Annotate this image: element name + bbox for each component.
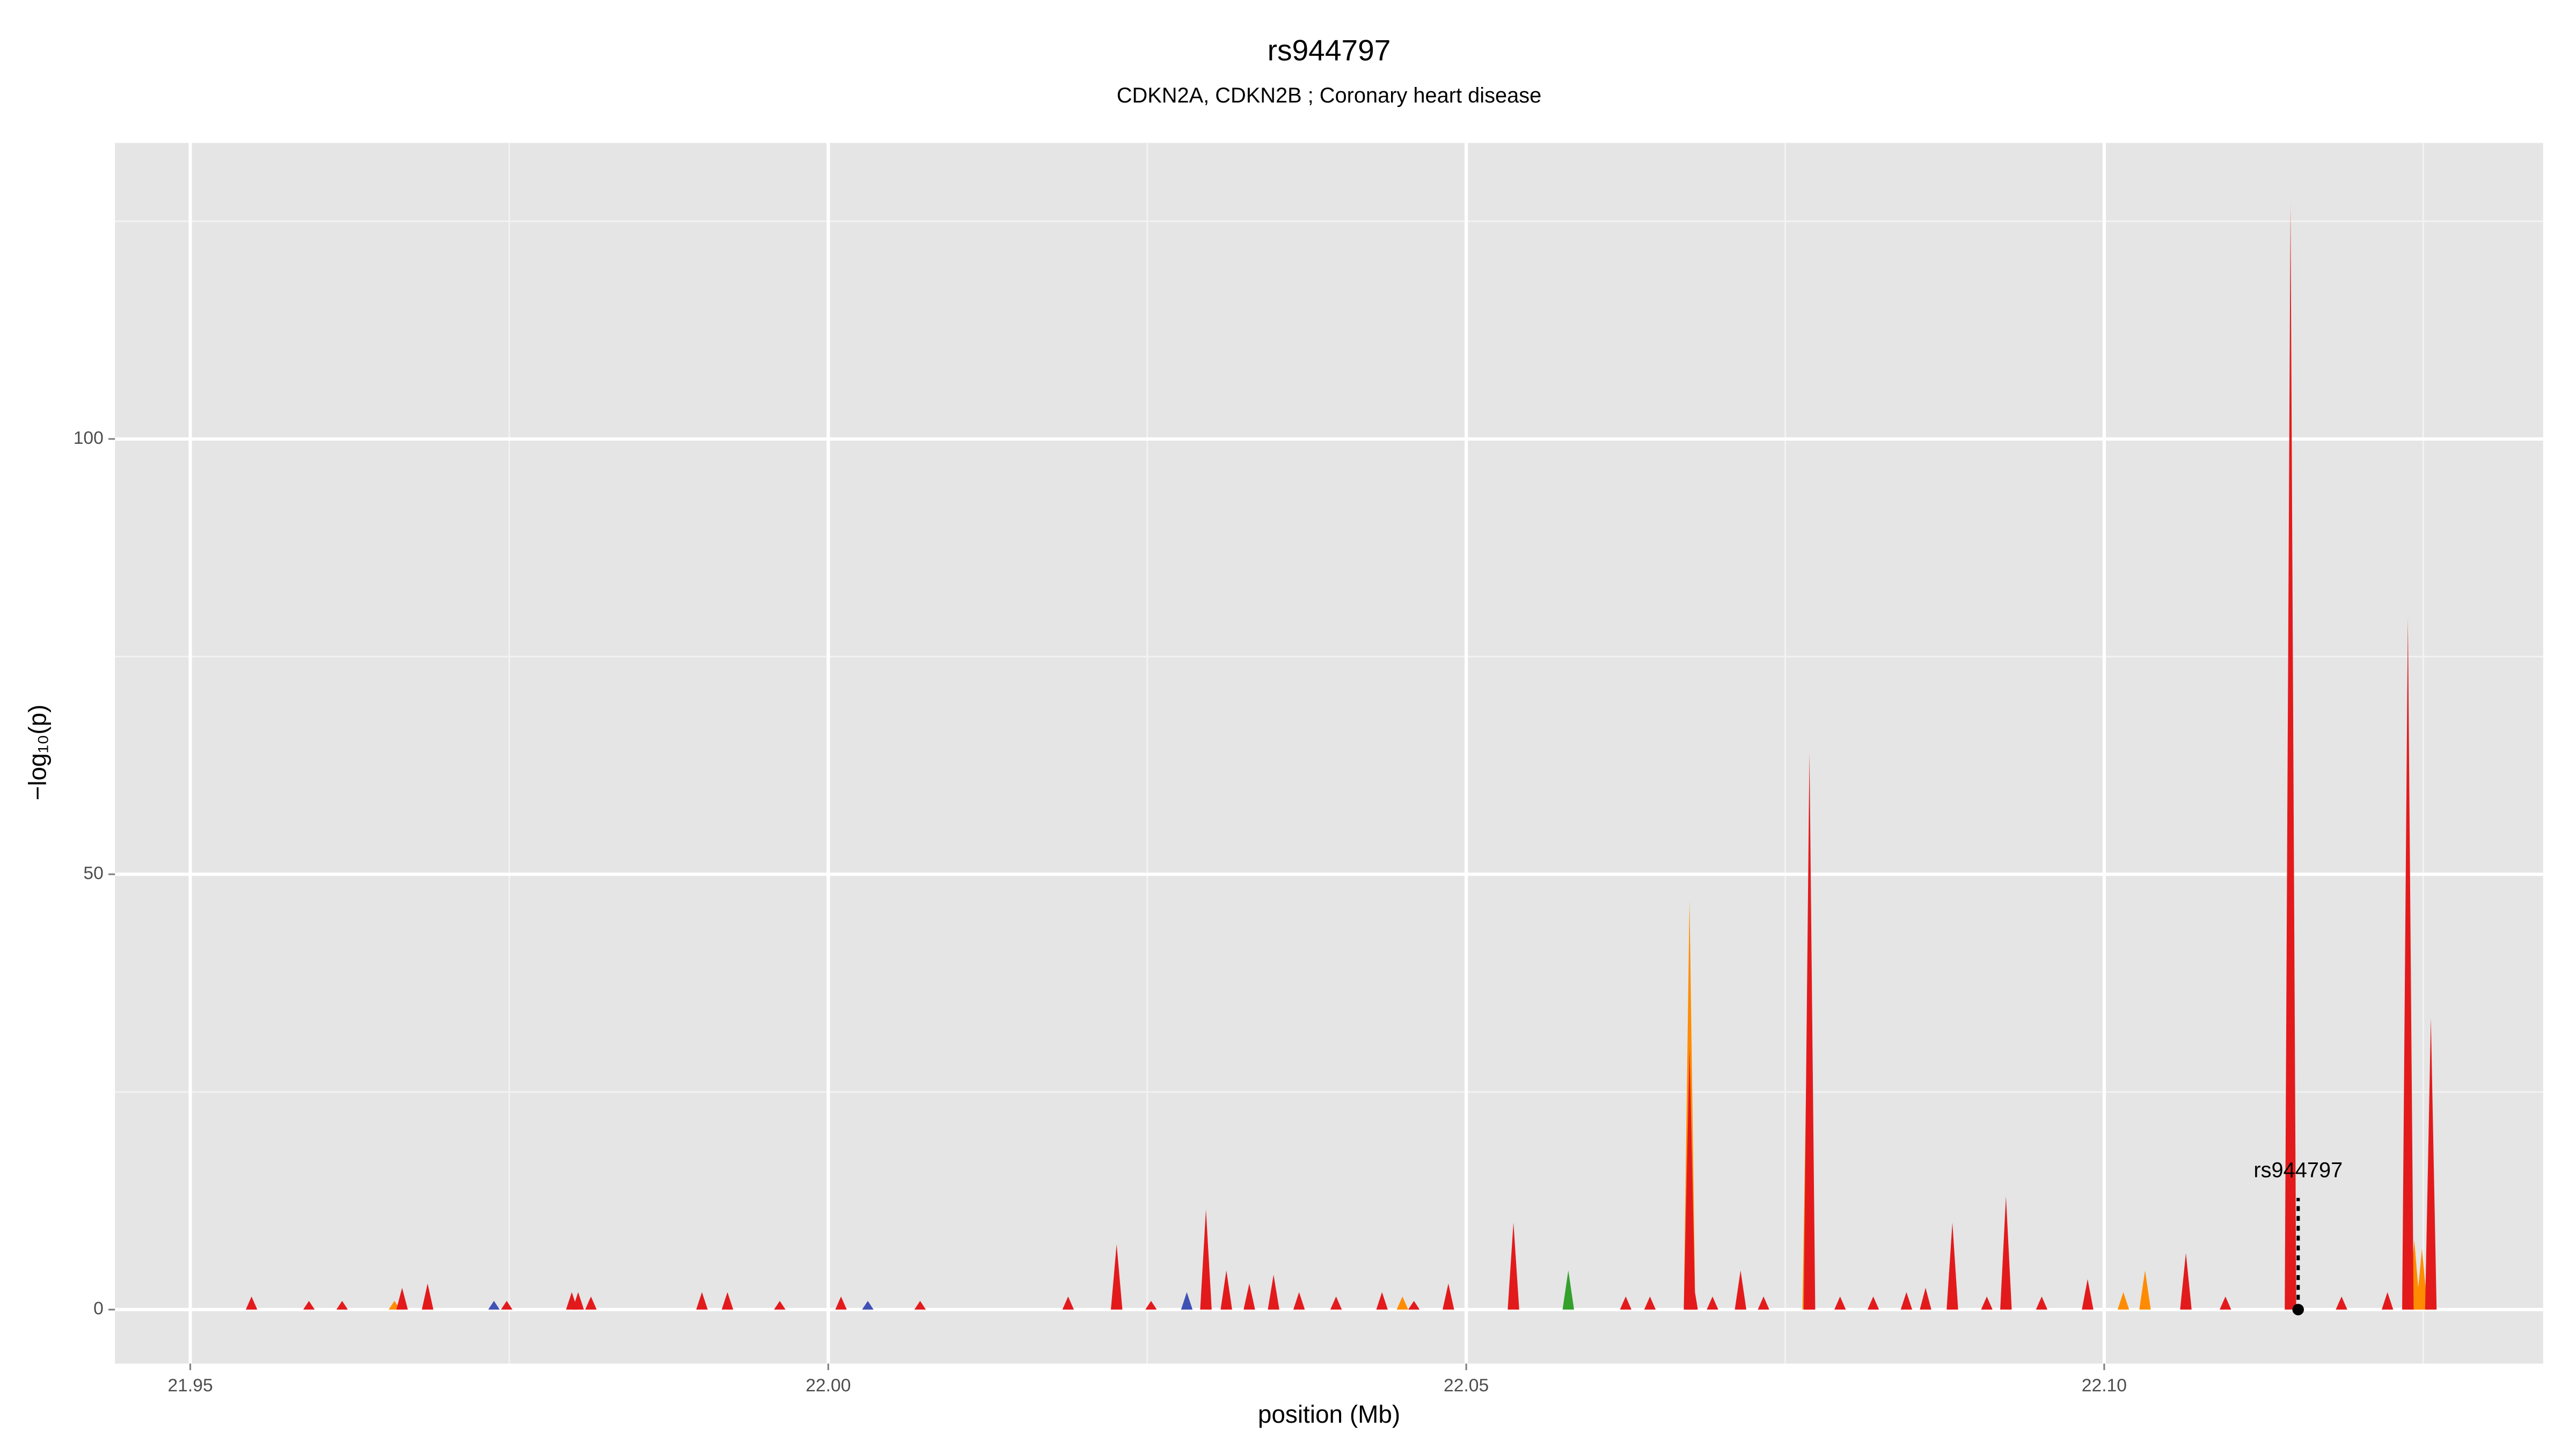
peak: [336, 1301, 348, 1310]
peak: [1145, 1301, 1157, 1310]
peak: [1330, 1296, 1342, 1310]
peak: [1834, 1296, 1846, 1310]
peak: [2220, 1296, 2231, 1310]
peak: [1268, 1275, 1279, 1310]
peak: [774, 1301, 786, 1310]
peak: [862, 1301, 874, 1310]
x-tick-label: 22.05: [1444, 1376, 1489, 1396]
peak: [2285, 203, 2296, 1310]
peak: [1443, 1283, 1454, 1310]
peak: [1062, 1296, 1074, 1310]
y-tick-label: 0: [93, 1299, 104, 1319]
peak: [2036, 1296, 2048, 1310]
peak: [1243, 1283, 1255, 1310]
peak: [2416, 1248, 2428, 1310]
annotation-point: [2292, 1304, 2304, 1315]
peak: [2139, 1270, 2151, 1310]
x-axis-label: position (Mb): [1258, 1400, 1400, 1428]
peak: [1562, 1270, 1575, 1310]
peak: [1408, 1301, 1420, 1310]
peak: [721, 1292, 734, 1310]
peak: [1293, 1292, 1305, 1310]
peak: [303, 1301, 315, 1310]
peak: [1707, 1296, 1718, 1310]
peak: [488, 1301, 500, 1310]
peak: [2000, 1196, 2012, 1310]
peak: [2117, 1292, 2129, 1310]
y-axis-label: −log₁₀(p): [24, 705, 52, 801]
peak: [1920, 1287, 1931, 1310]
peak: [1735, 1270, 1747, 1310]
y-tick-label: 100: [74, 428, 104, 448]
peak: [1981, 1296, 1993, 1310]
peak: [2180, 1253, 2192, 1310]
x-tick-label: 22.10: [2082, 1376, 2127, 1396]
y-tick-label: 50: [83, 863, 103, 883]
annotation-label: rs944797: [2253, 1159, 2343, 1182]
peak: [914, 1301, 926, 1310]
peak: [1684, 1048, 1695, 1310]
peak: [572, 1292, 584, 1310]
peak: [585, 1296, 597, 1310]
chart-subtitle: CDKN2A, CDKN2B ; Coronary heart disease: [1117, 84, 1542, 107]
peak: [1396, 1296, 1408, 1310]
peak: [1181, 1292, 1193, 1310]
peak: [1686, 1275, 1698, 1310]
peak: [245, 1296, 258, 1310]
peak: [2425, 1018, 2437, 1310]
x-tick-label: 21.95: [167, 1376, 213, 1396]
peak: [835, 1296, 847, 1310]
peak: [1644, 1296, 1656, 1310]
chart-title: rs944797: [1268, 34, 1391, 67]
peak: [1900, 1292, 1913, 1310]
peak: [1110, 1244, 1123, 1310]
peak: [2336, 1296, 2347, 1310]
plot-panel: [115, 143, 2543, 1364]
peak: [1220, 1270, 1232, 1310]
peak: [1507, 1223, 1519, 1310]
peak: [1376, 1292, 1388, 1310]
peak: [1867, 1296, 1879, 1310]
peak: [2402, 617, 2414, 1310]
peak: [696, 1292, 708, 1310]
peak: [2082, 1279, 2094, 1310]
peak: [396, 1287, 408, 1310]
peak: [1200, 1209, 1212, 1310]
peak: [1803, 752, 1816, 1310]
x-tick-label: 22.00: [806, 1376, 851, 1396]
peak: [1946, 1223, 1958, 1310]
peak: [1758, 1296, 1769, 1310]
peak: [1620, 1296, 1632, 1310]
peak: [422, 1283, 434, 1310]
peak: [501, 1301, 513, 1310]
peak: [2381, 1292, 2394, 1310]
